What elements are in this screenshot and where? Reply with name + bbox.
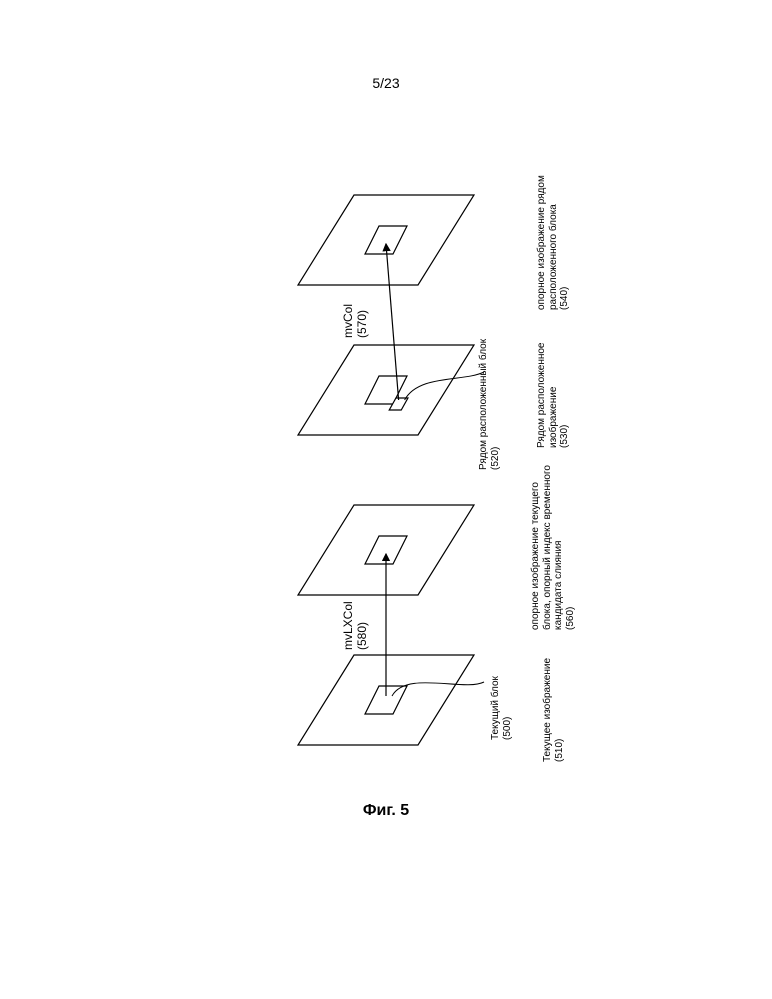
label-540: опорное изображение рядом расположенного… [536, 175, 571, 310]
label-580-num: (580) [356, 601, 370, 650]
label-540-line2: расположенного блока [548, 175, 560, 310]
label-560-line1: опорное изображение текущего [530, 465, 542, 630]
label-520-line1: Рядом расположенный блок [478, 339, 490, 470]
label-560: опорное изображение текущего блока, опор… [530, 465, 576, 630]
label-570-line1: mvCol [342, 304, 356, 338]
label-570-num: (570) [356, 304, 370, 338]
label-530-line1: Рядом расположенное [536, 343, 548, 449]
label-500: Текущий блок (500) [490, 676, 513, 740]
figure-caption: Фиг. 5 [86, 802, 686, 820]
label-530: Рядом расположенное изображение (530) [536, 343, 571, 449]
label-530-num: (530) [559, 343, 571, 449]
label-540-line1: опорное изображение рядом [536, 175, 548, 310]
label-580-line1: mvLXCol [342, 601, 356, 650]
plane-540 [298, 195, 474, 285]
label-530-line2: изображение [548, 343, 560, 449]
pointer-520 [405, 372, 484, 400]
label-510-line1: Текущее изображение [542, 658, 554, 762]
label-570: mvCol (570) [342, 304, 370, 338]
label-520-num: (520) [490, 339, 502, 470]
page-number: 5/23 [0, 75, 772, 91]
label-580: mvLXCol (580) [342, 601, 370, 650]
plane-530 [298, 345, 474, 435]
label-560-num: (560) [565, 465, 577, 630]
label-520: Рядом расположенный блок (520) [478, 339, 501, 470]
label-500-line1: Текущий блок [490, 676, 502, 740]
label-500-num: (500) [502, 676, 514, 740]
label-510: Текущее изображение (510) [542, 658, 565, 762]
label-540-num: (540) [559, 175, 571, 310]
label-510-num: (510) [554, 658, 566, 762]
label-560-line2: блока, опорный индекс временного [542, 465, 554, 630]
diagram-stage: Текущий блок (500) Текущее изображение (… [86, 180, 686, 820]
diagram-svg [86, 180, 686, 780]
label-560-line3: кандидата слияния [553, 465, 565, 630]
